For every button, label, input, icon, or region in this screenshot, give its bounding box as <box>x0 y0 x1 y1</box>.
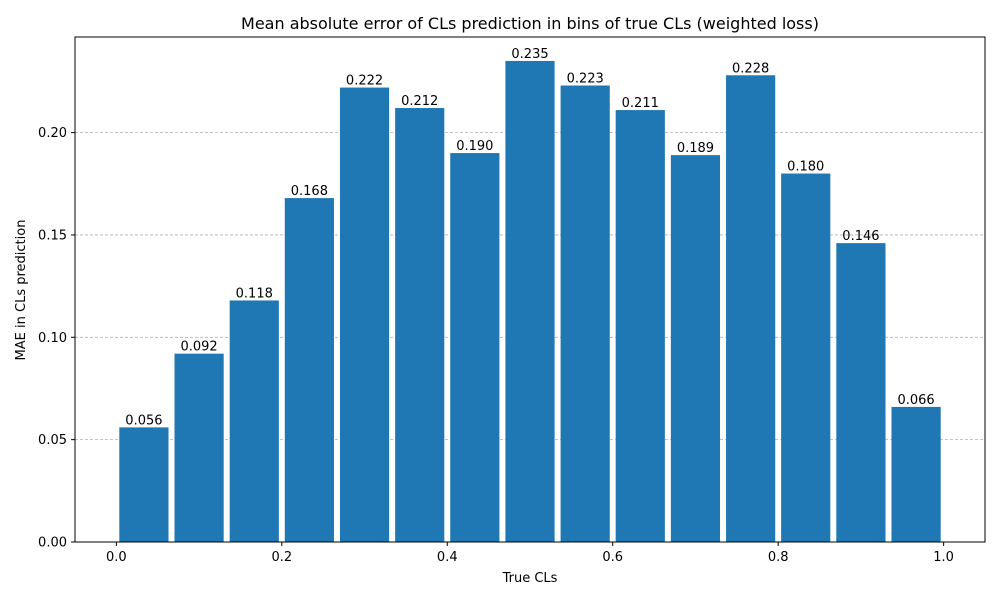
bar <box>339 87 390 543</box>
bar <box>891 406 941 542</box>
y-axis-label: MAE in CLs prediction <box>14 220 29 361</box>
y-tick-label: 0.10 <box>38 331 67 346</box>
data-label: 0.190 <box>456 139 493 154</box>
y-axis-ticks: 0.00 0.05 0.10 0.15 0.20 <box>38 126 75 551</box>
data-label: 0.066 <box>897 393 934 408</box>
data-label: 0.211 <box>622 96 659 111</box>
x-tick-label: 0.8 <box>768 550 789 565</box>
bar <box>284 198 334 542</box>
y-tick-label: 0.20 <box>38 126 67 141</box>
data-label: 0.180 <box>787 160 824 175</box>
data-label: 0.092 <box>180 340 217 355</box>
data-labels: 0.056 0.092 0.118 0.168 0.222 0.212 0.190 0.235… <box>125 47 934 428</box>
x-tick-label: 0.6 <box>602 550 623 565</box>
x-tick-label: 0.0 <box>106 550 127 565</box>
y-tick-label: 0.05 <box>38 433 67 448</box>
bars <box>119 60 941 543</box>
bar <box>560 85 610 542</box>
x-tick-label: 0.2 <box>271 550 292 565</box>
x-tick-label: 0.4 <box>437 550 458 565</box>
bar <box>615 110 665 542</box>
y-tick-label: 0.15 <box>38 228 67 243</box>
bar <box>229 300 279 542</box>
data-label: 0.228 <box>732 61 769 76</box>
bar <box>450 153 500 542</box>
data-label: 0.223 <box>567 72 604 87</box>
bar <box>781 173 831 542</box>
data-label: 0.146 <box>842 229 879 244</box>
x-axis-label: True CLs <box>502 571 558 586</box>
bar <box>119 427 169 542</box>
bar <box>836 243 886 542</box>
plot-frame <box>74 36 986 543</box>
chart-title: Mean absolute error of CLs prediction in… <box>241 14 819 33</box>
data-label: 0.235 <box>511 47 548 62</box>
data-label: 0.222 <box>346 74 383 89</box>
bar <box>395 108 445 542</box>
bar <box>505 60 555 543</box>
bar <box>174 353 224 542</box>
bar <box>726 75 776 542</box>
x-tick-label: 1.0 <box>933 550 954 565</box>
data-label: 0.168 <box>291 184 328 199</box>
x-axis-ticks: 0.0 0.2 0.4 0.6 0.8 1.0 <box>106 542 954 565</box>
data-label: 0.189 <box>677 141 714 156</box>
data-label: 0.056 <box>125 413 162 428</box>
data-label: 0.212 <box>401 94 438 109</box>
y-tick-label: 0.00 <box>38 536 67 551</box>
bar <box>670 155 721 542</box>
data-label: 0.118 <box>236 286 273 301</box>
